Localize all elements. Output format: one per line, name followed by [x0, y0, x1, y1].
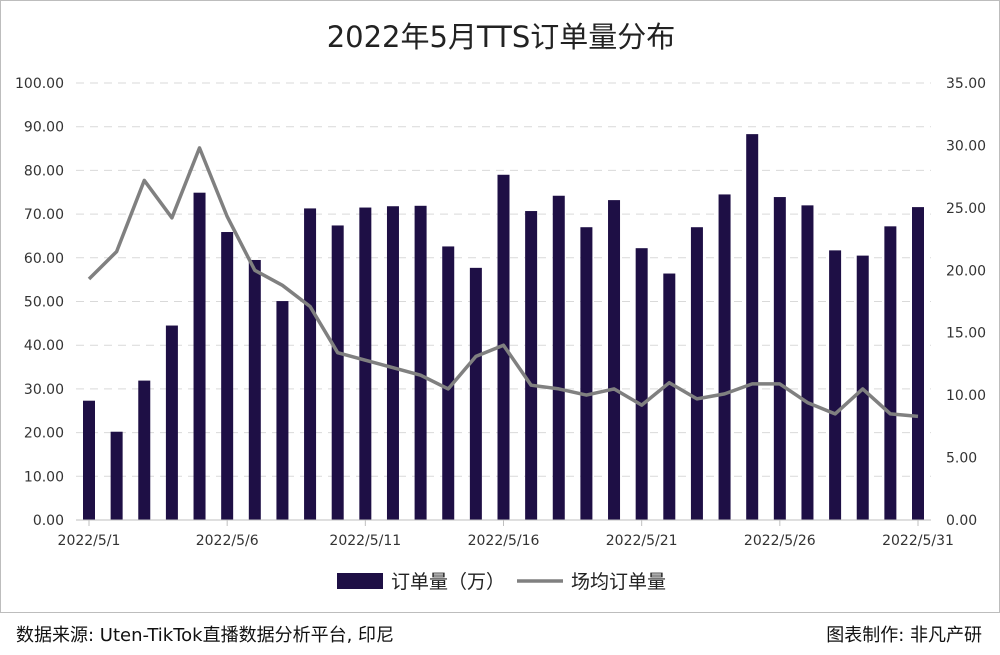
bar — [331, 225, 344, 520]
bar — [414, 205, 427, 520]
bar — [580, 227, 593, 520]
bar — [304, 208, 317, 520]
source-note: 数据来源: Uten-TikTok直播数据分析平台, 印尼 — [16, 625, 395, 646]
bar — [165, 325, 178, 520]
bar — [663, 273, 676, 520]
y-right-tick-label: 30.00 — [946, 138, 986, 154]
y-left-tick-label: 20.00 — [24, 426, 64, 442]
line-series-path — [87, 146, 919, 419]
legend: 订单量（万） 场均订单量 — [337, 571, 666, 593]
line-series — [87, 146, 919, 419]
bar — [801, 205, 814, 521]
y-right-tick-label: 25.00 — [946, 201, 986, 217]
y-right-tick-label: 35.00 — [946, 76, 986, 92]
legend-bar-label: 订单量（万） — [391, 571, 505, 593]
x-axis: 2022/5/1 2022/5/6 2022/5/11 2022/5/16 2022/5… — [58, 519, 954, 549]
y-left-tick-label: 60.00 — [24, 251, 64, 267]
bar — [138, 380, 151, 520]
bar — [552, 195, 565, 520]
credit-note: 图表制作: 非凡产研 — [826, 625, 982, 646]
bar — [718, 194, 731, 520]
chart-frame: 2022年5月TTS订单量分布 0.00 10.00 20.00 30.00 40.00… — [0, 0, 1000, 613]
bar — [442, 246, 455, 521]
y-right-tick-label: 10.00 — [946, 388, 986, 404]
y-left-tick-label: 80.00 — [24, 163, 64, 179]
y-left-tick-label: 0.00 — [33, 513, 64, 529]
bar — [110, 431, 123, 520]
y-left-tick-label: 10.00 — [24, 469, 64, 485]
y-left-tick-label: 100.00 — [15, 76, 64, 92]
y-right-tick-label: 0.00 — [946, 513, 977, 529]
y-left-tick-label: 90.00 — [24, 120, 64, 136]
bar — [912, 207, 924, 520]
legend-bar-swatch — [337, 573, 383, 589]
x-tick-label: 2022/5/31 — [882, 533, 954, 549]
y-right-tick-label: 15.00 — [946, 326, 986, 342]
bar — [884, 226, 897, 520]
bar — [525, 211, 538, 520]
x-tick-label: 2022/5/1 — [58, 533, 121, 549]
bar — [83, 400, 95, 520]
bar — [608, 200, 621, 520]
bar-series — [83, 134, 924, 521]
right-axis-ticks: 0.00 5.00 10.00 15.00 20.00 25.00 30.00 35.00 — [946, 76, 986, 529]
bar — [386, 206, 399, 520]
y-left-tick-label: 30.00 — [24, 382, 64, 398]
x-tick-label: 2022/5/21 — [606, 533, 678, 549]
y-right-tick-label: 20.00 — [946, 263, 986, 279]
left-axis-ticks: 0.00 10.00 20.00 30.00 40.00 50.00 60.00 70.00 8… — [15, 76, 64, 529]
chart-title: 2022年5月TTS订单量分布 — [327, 20, 676, 54]
bar — [635, 248, 648, 520]
bar — [829, 250, 842, 520]
bar — [248, 259, 261, 520]
bar — [469, 267, 482, 520]
bar — [276, 301, 289, 520]
bar — [359, 207, 372, 521]
bar — [690, 227, 703, 520]
legend-line-label: 场均订单量 — [571, 571, 666, 593]
y-left-tick-label: 40.00 — [24, 338, 64, 354]
bar — [193, 192, 206, 520]
y-left-tick-label: 70.00 — [24, 207, 64, 223]
bar — [773, 197, 786, 520]
bar — [221, 232, 234, 520]
x-tick-label: 2022/5/16 — [468, 533, 540, 549]
y-right-tick-label: 5.00 — [946, 451, 977, 467]
chart: 2022年5月TTS订单量分布 0.00 10.00 20.00 30.00 40.00… — [15, 20, 986, 593]
x-tick-label: 2022/5/11 — [329, 533, 401, 549]
x-tick-label: 2022/5/6 — [196, 533, 259, 549]
bar — [746, 134, 759, 520]
y-left-tick-label: 50.00 — [24, 295, 64, 311]
x-tick-label: 2022/5/26 — [744, 533, 816, 549]
